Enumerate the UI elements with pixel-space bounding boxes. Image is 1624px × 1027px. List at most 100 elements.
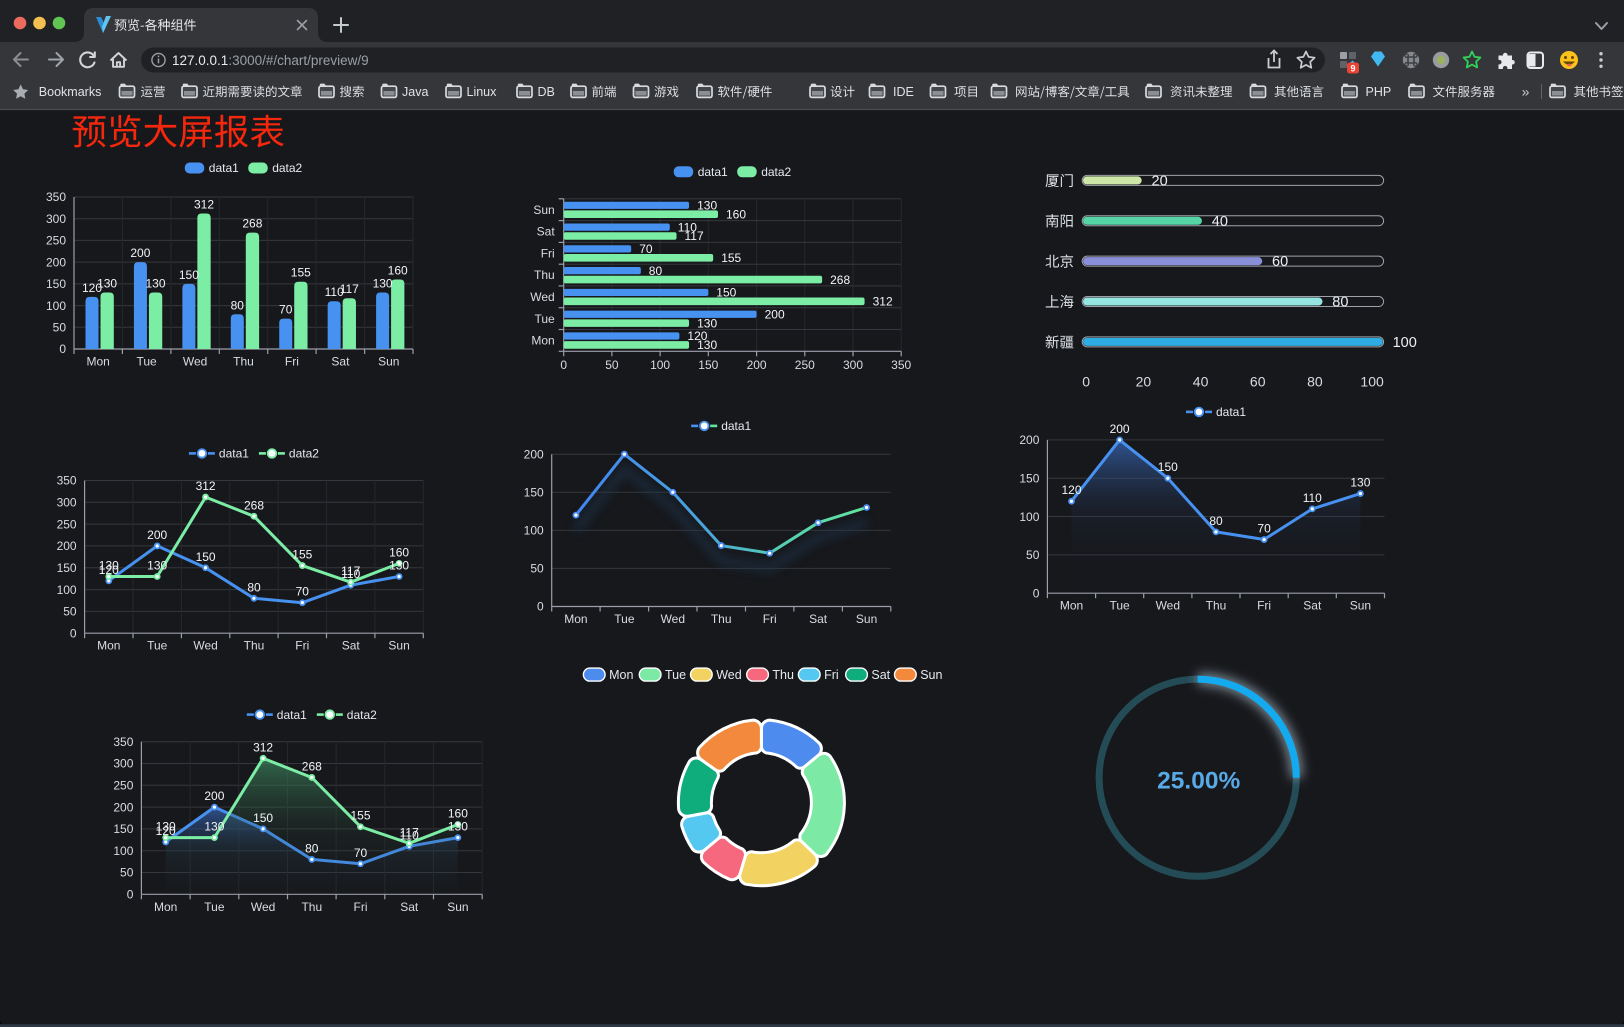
svg-text:150: 150: [1158, 460, 1178, 474]
svg-text:80: 80: [1332, 295, 1348, 311]
svg-text:130: 130: [204, 820, 224, 834]
svg-text:IDE: IDE: [893, 85, 914, 99]
svg-text:300: 300: [46, 212, 66, 226]
svg-text:110: 110: [678, 220, 697, 234]
svg-text:Thu: Thu: [772, 668, 794, 682]
svg-text:Tue: Tue: [204, 900, 225, 914]
svg-text:130: 130: [147, 559, 167, 573]
svg-text:70: 70: [1257, 522, 1271, 536]
svg-text:20: 20: [1136, 374, 1152, 390]
svg-text:Mon: Mon: [531, 334, 554, 348]
svg-text:110: 110: [400, 828, 419, 842]
svg-text:25.00%: 25.00%: [1157, 768, 1240, 795]
svg-text:Sun: Sun: [388, 639, 409, 653]
svg-text:312: 312: [873, 295, 893, 309]
svg-text:Sat: Sat: [809, 612, 828, 626]
svg-text:data1: data1: [219, 447, 249, 461]
svg-text:150: 150: [46, 277, 66, 291]
svg-text:130: 130: [145, 277, 165, 291]
svg-text:Fri: Fri: [295, 639, 309, 653]
svg-text:250: 250: [57, 517, 77, 531]
svg-text:Thu: Thu: [1206, 599, 1227, 613]
svg-text:Sat: Sat: [871, 668, 890, 682]
svg-text:Fri: Fri: [541, 247, 555, 261]
svg-text:Thu: Thu: [711, 612, 732, 626]
svg-text:300: 300: [113, 757, 133, 771]
svg-text:150: 150: [716, 286, 736, 300]
svg-text:312: 312: [253, 740, 273, 754]
svg-text:50: 50: [63, 605, 77, 619]
svg-text:130: 130: [697, 338, 717, 352]
svg-text:110: 110: [325, 285, 344, 299]
svg-text:Thu: Thu: [244, 639, 265, 653]
svg-text:Sun: Sun: [378, 355, 399, 369]
svg-text:300: 300: [843, 358, 863, 372]
svg-text:Sun: Sun: [533, 203, 554, 217]
svg-text:Sun: Sun: [856, 612, 877, 626]
svg-text:130: 130: [373, 277, 393, 291]
svg-text:160: 160: [389, 545, 409, 559]
svg-text:data1: data1: [277, 708, 307, 722]
svg-text:Java: Java: [402, 85, 428, 99]
svg-text:Wed: Wed: [251, 900, 275, 914]
svg-text:Tue: Tue: [147, 639, 168, 653]
svg-text:130: 130: [99, 559, 119, 573]
svg-text:Fri: Fri: [763, 612, 777, 626]
svg-text:DB: DB: [538, 85, 555, 99]
svg-text:Fri: Fri: [354, 900, 368, 914]
svg-text:70: 70: [279, 303, 293, 317]
svg-text:250: 250: [46, 234, 66, 248]
svg-text:120: 120: [82, 281, 102, 295]
svg-text:0: 0: [127, 888, 134, 902]
svg-text:200: 200: [147, 528, 167, 542]
svg-text:Mon: Mon: [97, 639, 120, 653]
svg-text:data2: data2: [347, 708, 377, 722]
svg-text:70: 70: [639, 242, 653, 256]
svg-text:120: 120: [1061, 483, 1081, 497]
svg-text:0: 0: [1082, 374, 1090, 390]
svg-text:117: 117: [340, 282, 359, 296]
svg-text:Bookmarks: Bookmarks: [39, 85, 102, 99]
svg-text:»: »: [1522, 84, 1530, 100]
svg-text:Wed: Wed: [716, 668, 742, 682]
svg-text:0: 0: [59, 342, 66, 356]
svg-text:160: 160: [448, 807, 468, 821]
svg-text:100: 100: [57, 583, 77, 597]
svg-text:data1: data1: [698, 165, 728, 179]
svg-text:80: 80: [305, 841, 319, 855]
svg-text:155: 155: [292, 548, 312, 562]
svg-text:150: 150: [113, 822, 133, 836]
svg-text:150: 150: [57, 561, 77, 575]
svg-text:Thu: Thu: [233, 355, 254, 369]
svg-text:130: 130: [97, 277, 117, 291]
svg-text:200: 200: [765, 307, 785, 321]
svg-text:Thu: Thu: [534, 268, 555, 282]
svg-text:data2: data2: [289, 447, 319, 461]
svg-text:80: 80: [247, 580, 261, 594]
svg-text:155: 155: [350, 809, 370, 823]
svg-text:Fri: Fri: [285, 355, 299, 369]
svg-text:250: 250: [113, 779, 133, 793]
svg-text:200: 200: [204, 789, 224, 803]
svg-text:100: 100: [46, 299, 66, 313]
svg-text:350: 350: [891, 358, 911, 372]
svg-text:200: 200: [46, 255, 66, 269]
svg-text:350: 350: [46, 190, 66, 204]
svg-text:150: 150: [524, 486, 544, 500]
svg-text:Sat: Sat: [1303, 599, 1322, 613]
svg-text:120: 120: [99, 563, 119, 577]
svg-text:80: 80: [1209, 514, 1223, 528]
svg-text:Fri: Fri: [1257, 599, 1271, 613]
svg-text:120: 120: [156, 824, 176, 838]
svg-text:Wed: Wed: [530, 290, 554, 304]
svg-text:300: 300: [57, 496, 77, 510]
svg-text:268: 268: [242, 217, 262, 231]
svg-text:data1: data1: [1216, 405, 1246, 419]
svg-text:Tue: Tue: [534, 312, 555, 326]
svg-text:312: 312: [196, 479, 216, 493]
svg-text:110: 110: [1303, 491, 1322, 505]
svg-text:60: 60: [1272, 254, 1288, 270]
svg-text:60: 60: [1250, 374, 1266, 390]
svg-text:100: 100: [113, 844, 133, 858]
svg-text:100: 100: [1393, 335, 1417, 351]
